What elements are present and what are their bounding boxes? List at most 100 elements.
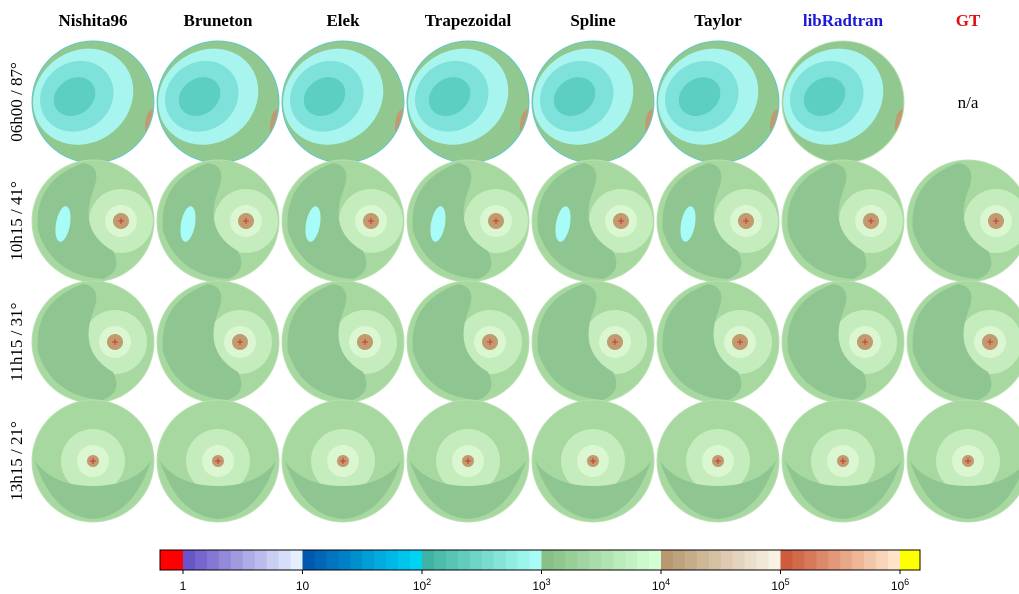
tick-exponent: 6 [904, 577, 909, 587]
colorbar-segment [338, 550, 350, 570]
tick-base: 10 [891, 579, 905, 593]
sky-disc [389, 29, 536, 164]
column-header: Bruneton [184, 11, 254, 30]
tick-exponent: 5 [785, 577, 790, 587]
colorbar-segment [398, 550, 410, 570]
colorbar-segment [303, 550, 315, 570]
tick-base: 10 [771, 579, 785, 593]
colorbar-segment [207, 550, 219, 570]
figure: Nishita96BrunetonElekTrapezoidalSplineTa… [0, 0, 1019, 594]
disc-body [282, 400, 404, 522]
disc-body [32, 160, 154, 282]
colorbar-segment [601, 550, 613, 570]
colorbar-segment [733, 550, 745, 570]
colorbar-segment [685, 550, 697, 570]
sky-disc [907, 160, 1019, 282]
colorbar-segment [709, 550, 721, 570]
disc-body [282, 281, 404, 403]
colorbar-segment [518, 550, 530, 570]
disc-body [32, 400, 154, 522]
colorbar-segment [386, 550, 398, 570]
colorbar-segment [267, 550, 279, 570]
colorbar-segment [542, 550, 554, 570]
sky-disc [532, 160, 654, 282]
colorbar-segment [219, 550, 231, 570]
colorbar-segment [434, 550, 446, 570]
sky-disc [32, 400, 154, 522]
colorbar-segment [792, 550, 804, 570]
colorbar-segment [350, 550, 362, 570]
sky-disc [782, 281, 904, 403]
colorbar-segment [649, 550, 661, 570]
disc-body [157, 160, 279, 282]
colorbar-segment [589, 550, 601, 570]
colorbar-tick-label: 102 [413, 577, 431, 593]
disc-body [157, 400, 279, 522]
colorbar-segment [888, 550, 900, 570]
colorbar-segment [565, 550, 577, 570]
column-header: Spline [570, 11, 616, 30]
sky-disc [407, 160, 529, 282]
sky-disc [157, 160, 279, 282]
colorbar-segment [625, 550, 637, 570]
tick-exponent: 4 [665, 577, 670, 587]
sky-disc [657, 400, 779, 522]
disc-body [139, 29, 286, 164]
sky-disc [282, 400, 404, 522]
disc-body [782, 400, 904, 522]
disc-body [657, 281, 779, 403]
sky-disc [782, 160, 904, 282]
colorbar-segment [255, 550, 267, 570]
sky-disc [532, 400, 654, 522]
colorbar-segment [470, 550, 482, 570]
colorbar-segment [314, 550, 326, 570]
sky-disc [282, 281, 404, 403]
colorbar-segment [160, 550, 183, 570]
colorbar-tick-label: 106 [891, 577, 909, 593]
colorbar-tick-label: 1 [180, 579, 187, 593]
tick-exponent: 2 [426, 577, 431, 587]
sky-disc [532, 281, 654, 403]
colorbar-segment [243, 550, 255, 570]
colorbar-segment [279, 550, 291, 570]
sky-disc [764, 29, 911, 164]
disc-body [14, 29, 161, 164]
disc-body [264, 29, 411, 164]
colorbar-segment [410, 550, 422, 570]
disc-body [532, 400, 654, 522]
colorbar-tick-label: 10 [296, 579, 310, 593]
colorbar-segment [362, 550, 374, 570]
sky-disc [14, 29, 161, 164]
row-label: 06h00 / 87° [7, 62, 26, 142]
disc-body [407, 281, 529, 403]
colorbar-segment [864, 550, 876, 570]
disc-body [157, 281, 279, 403]
disc-body [782, 281, 904, 403]
colorbar-segment [816, 550, 828, 570]
colorbar-segment [326, 550, 338, 570]
colorbar-segment [494, 550, 506, 570]
disc-body [407, 400, 529, 522]
disc-body [782, 160, 904, 282]
colorbar-segment [840, 550, 852, 570]
tick-base: 10 [532, 579, 546, 593]
colorbar-segment [661, 550, 673, 570]
sky-disc [407, 281, 529, 403]
colorbar-segment [852, 550, 864, 570]
colorbar-tick-label: 103 [532, 577, 550, 593]
disc-body [657, 400, 779, 522]
colorbar-segment [195, 550, 207, 570]
colorbar-segment [374, 550, 386, 570]
colorbar-segment [291, 550, 303, 570]
sky-disc [782, 400, 904, 522]
row-label: 10h15 / 41° [7, 181, 26, 261]
colorbar-segment [183, 550, 195, 570]
colorbar-tick-label: 105 [771, 577, 789, 593]
row-label: 13h15 / 21° [7, 421, 26, 501]
column-header: Nishita96 [59, 11, 128, 30]
disc-body [282, 160, 404, 282]
tick-base: 10 [413, 579, 427, 593]
column-header: Trapezoidal [425, 11, 512, 30]
colorbar-segment [745, 550, 757, 570]
disc-body [407, 160, 529, 282]
